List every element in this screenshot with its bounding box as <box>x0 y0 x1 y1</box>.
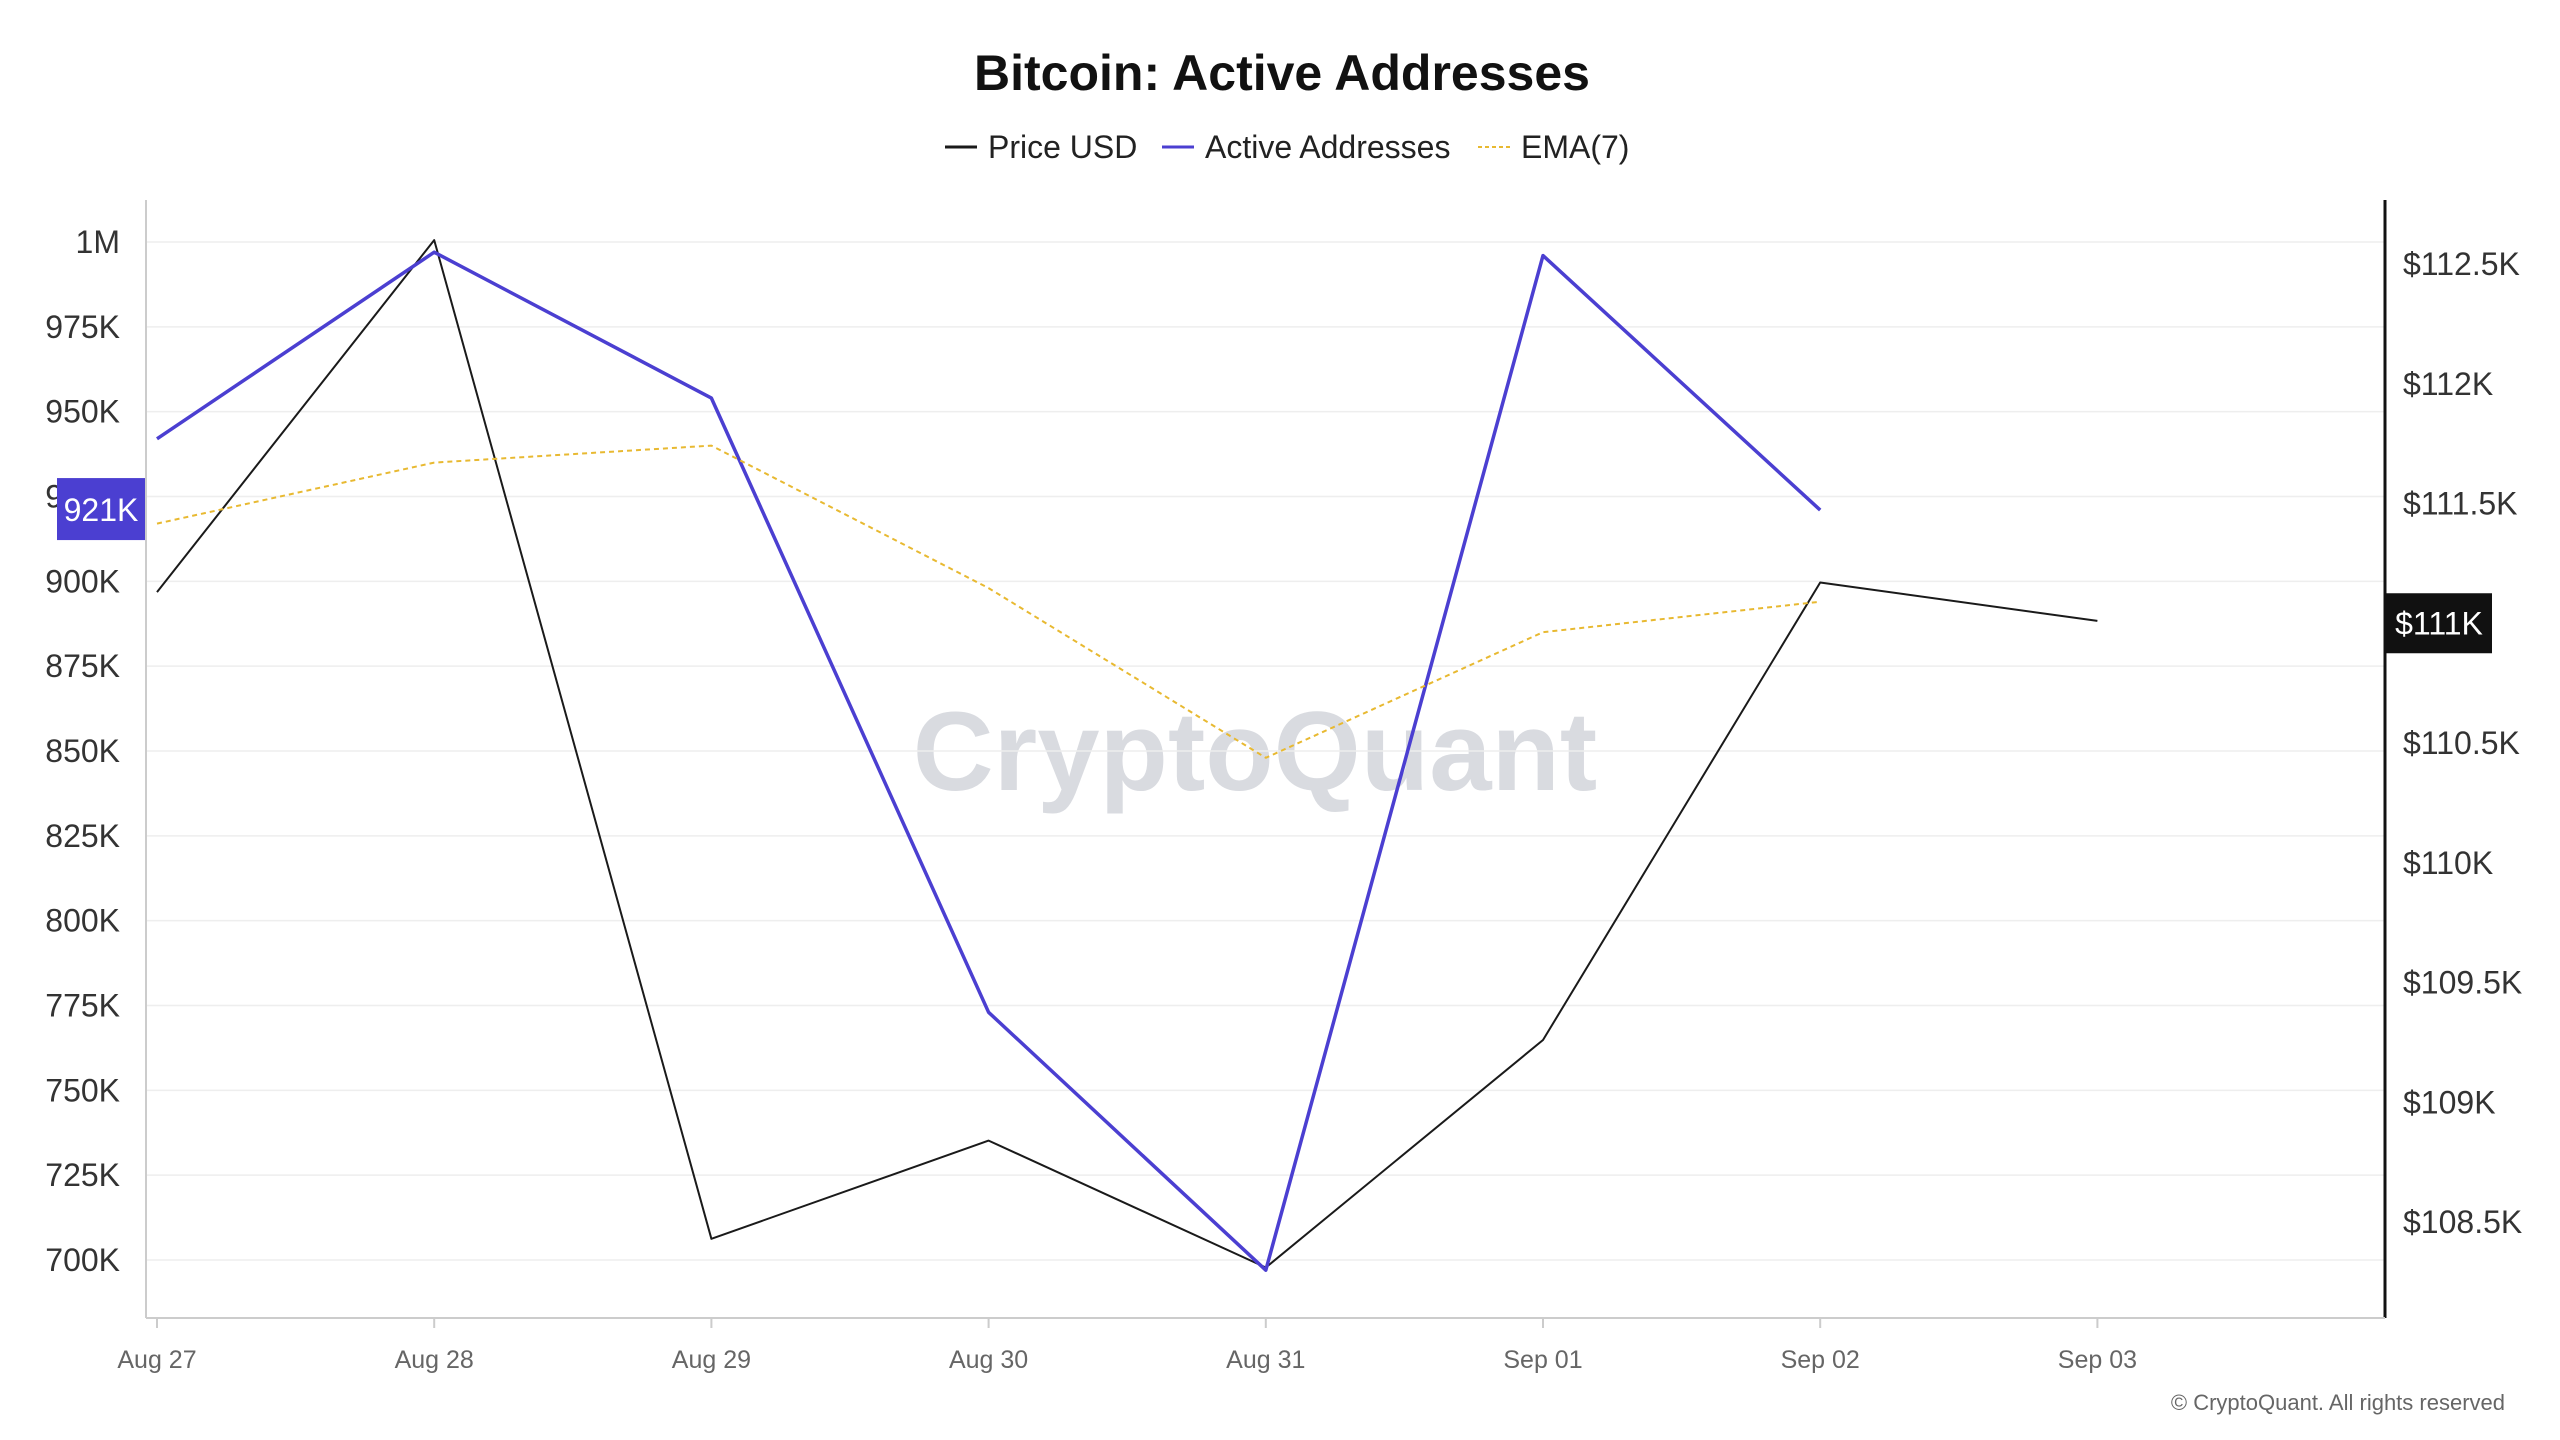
legend-label-price-usd: Price USD <box>988 129 1137 165</box>
x-tick-label: Aug 30 <box>949 1346 1028 1374</box>
x-tick-label: Sep 03 <box>2058 1346 2137 1374</box>
y-right-tick-label: $109K <box>2403 1084 2496 1120</box>
x-axis: Aug 27 Aug 28 Aug 29 Aug 30 Aug 31 Sep 01 Sep … <box>117 1318 2137 1374</box>
copyright: © CryptoQuant. All rights reserved <box>2171 1390 2505 1415</box>
x-tick-label: Aug 29 <box>672 1346 751 1374</box>
series-line-active-addresses <box>156 250 1822 1272</box>
y-right-tick-label: $112K <box>2403 366 2493 402</box>
legend-label-ema-7: EMA(7) <box>1521 129 1629 165</box>
right-current-value-label: $111K <box>2395 605 2483 641</box>
series-line-ema-7 <box>156 444 1821 759</box>
y-left-tick-label: 975K <box>45 309 120 345</box>
value-badges: 921K $111K <box>57 478 2492 654</box>
y-left-tick-label: 900K <box>45 563 120 599</box>
series-group <box>156 239 2098 1272</box>
y-right-tick-label: $109.5K <box>2403 965 2522 1001</box>
y-left-tick-label: 1M <box>76 224 120 260</box>
chart-title: Bitcoin: Active Addresses <box>974 45 1590 101</box>
series-line-price-usd <box>156 239 2098 1269</box>
y-left-tick-label: 875K <box>45 648 120 684</box>
y-right-tick-label: $111.5K <box>2403 486 2517 522</box>
y-left-tick-label: 750K <box>45 1072 120 1108</box>
legend-label-active-addresses: Active Addresses <box>1205 129 1450 165</box>
y-left-tick-label: 775K <box>45 988 120 1024</box>
x-tick-label: Aug 31 <box>1226 1346 1305 1374</box>
right-current-value-badge <box>2386 593 2492 654</box>
y-left-tick-label: 700K <box>45 1242 120 1278</box>
y-right-tick-label: $108.5K <box>2403 1204 2522 1240</box>
x-tick-label: Aug 28 <box>395 1346 474 1374</box>
grid <box>146 241 2385 1261</box>
left-current-value-label: 921K <box>64 492 139 528</box>
y-left-tick-label: 725K <box>45 1157 120 1193</box>
y-left-tick-label: 800K <box>45 903 120 939</box>
left-current-value-badge <box>57 478 145 541</box>
y-left-axis: 1M975K950K925K900K875K850K825K800K775K75… <box>45 224 120 1278</box>
y-right-tick-label: $110.5K <box>2403 725 2520 761</box>
x-tick-label: Sep 02 <box>1781 1346 1860 1374</box>
y-right-axis: $112.5K$112K$111.5K$111K$110.5K$110K$109… <box>2403 246 2522 1240</box>
y-left-tick-label: 950K <box>45 394 120 430</box>
x-tick-label: Sep 01 <box>1503 1346 1582 1374</box>
legend: Price USD Active Addresses EMA(7) <box>945 129 1629 165</box>
y-left-tick-label: 825K <box>45 818 120 854</box>
x-tick-label: Aug 27 <box>117 1346 196 1374</box>
y-right-tick-label: $112.5K <box>2403 246 2520 282</box>
y-right-tick-label: $110K <box>2403 845 2493 881</box>
y-left-tick-label: 850K <box>45 733 120 769</box>
